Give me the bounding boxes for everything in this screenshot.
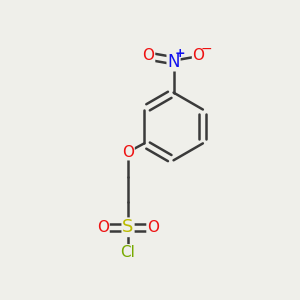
Text: Cl: Cl — [121, 245, 136, 260]
Text: O: O — [147, 220, 159, 235]
Text: −: − — [201, 42, 213, 56]
Text: O: O — [193, 48, 205, 63]
Text: N: N — [167, 53, 180, 71]
Text: +: + — [175, 47, 185, 60]
Text: O: O — [122, 145, 134, 160]
Text: O: O — [97, 220, 109, 235]
Text: S: S — [122, 218, 134, 236]
Text: O: O — [142, 48, 154, 63]
